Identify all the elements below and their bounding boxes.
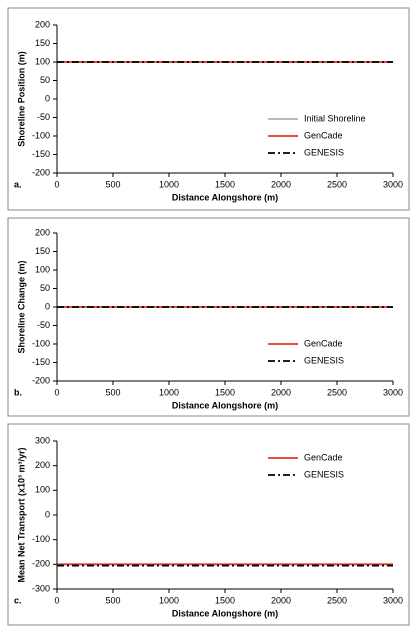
- y-tick-label: 50: [40, 283, 50, 293]
- y-tick-label: 0: [45, 301, 50, 311]
- legend-label: GenCade: [304, 452, 343, 462]
- y-tick-label: 200: [35, 227, 50, 237]
- legend-label: GenCade: [304, 338, 343, 348]
- y-tick-label: -150: [32, 149, 50, 159]
- y-tick-label: 0: [45, 509, 50, 519]
- y-tick-label: -300: [32, 583, 50, 593]
- x-tick-label: 1000: [159, 595, 179, 605]
- x-tick-label: 2500: [327, 387, 347, 397]
- panel-label: a.: [14, 179, 22, 189]
- y-axis-label: Shoreline Position (m): [16, 51, 26, 147]
- legend-label: Initial Shoreline: [304, 113, 366, 123]
- y-tick-label: -100: [32, 338, 50, 348]
- y-tick-label: 300: [35, 435, 50, 445]
- x-tick-label: 1000: [159, 179, 179, 189]
- panel-label: b.: [14, 387, 22, 397]
- y-tick-label: -200: [32, 375, 50, 385]
- y-tick-label: 200: [35, 460, 50, 470]
- y-axis-label: Mean Net Transport (x10³ m³/yr): [16, 447, 26, 582]
- y-tick-label: 150: [35, 246, 50, 256]
- y-tick-label: -50: [37, 320, 50, 330]
- legend-label: GENESIS: [304, 147, 344, 157]
- x-tick-label: 2000: [271, 387, 291, 397]
- x-axis-label: Distance Alongshore (m): [172, 192, 278, 202]
- x-axis-label: Distance Alongshore (m): [172, 400, 278, 410]
- x-tick-label: 1500: [215, 179, 235, 189]
- y-tick-label: 100: [35, 56, 50, 66]
- y-tick-label: 100: [35, 485, 50, 495]
- x-tick-label: 0: [54, 595, 59, 605]
- y-tick-label: -100: [32, 534, 50, 544]
- y-tick-label: -150: [32, 357, 50, 367]
- legend-label: GENESIS: [304, 469, 344, 479]
- x-tick-label: 2500: [327, 595, 347, 605]
- y-tick-label: 50: [40, 75, 50, 85]
- x-tick-label: 500: [105, 387, 120, 397]
- y-tick-label: -200: [32, 559, 50, 569]
- legend-label: GenCade: [304, 130, 343, 140]
- y-tick-label: 200: [35, 19, 50, 29]
- y-tick-label: -50: [37, 112, 50, 122]
- x-tick-label: 2500: [327, 179, 347, 189]
- x-tick-label: 500: [105, 179, 120, 189]
- x-tick-label: 1500: [215, 595, 235, 605]
- y-tick-label: 150: [35, 38, 50, 48]
- panel-label: c.: [14, 595, 22, 605]
- y-tick-label: -200: [32, 167, 50, 177]
- x-tick-label: 2000: [271, 179, 291, 189]
- y-axis-label: Shoreline Change (m): [16, 260, 26, 353]
- x-tick-label: 1000: [159, 387, 179, 397]
- x-tick-label: 1500: [215, 387, 235, 397]
- panel-frame: [7, 423, 410, 626]
- panel-frame: [7, 7, 410, 211]
- legend-label: GENESIS: [304, 355, 344, 365]
- x-tick-label: 2000: [271, 595, 291, 605]
- x-tick-label: 0: [54, 387, 59, 397]
- x-tick-label: 500: [105, 595, 120, 605]
- x-tick-label: 3000: [383, 595, 403, 605]
- y-tick-label: 0: [45, 93, 50, 103]
- panel-frame: [7, 217, 410, 417]
- x-tick-label: 3000: [383, 387, 403, 397]
- y-tick-label: -100: [32, 130, 50, 140]
- y-tick-label: 100: [35, 264, 50, 274]
- x-tick-label: 3000: [383, 179, 403, 189]
- x-axis-label: Distance Alongshore (m): [172, 608, 278, 618]
- x-tick-label: 0: [54, 179, 59, 189]
